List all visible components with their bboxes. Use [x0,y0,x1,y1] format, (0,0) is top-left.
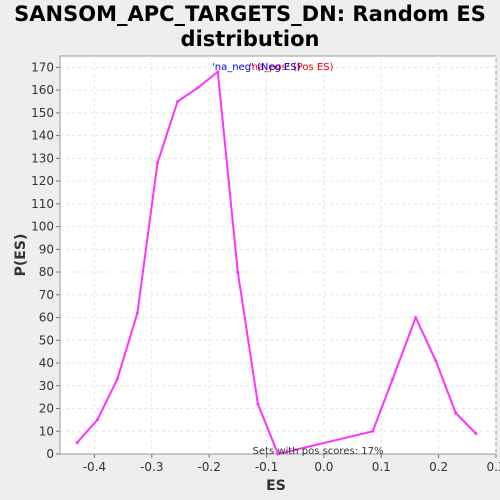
data-point [216,70,220,74]
y-tick-label: 90 [39,242,54,256]
data-point [414,316,418,319]
y-axis-ticks: 0 10 20 30 40 50 60 70 80 90 100 110 120 130 140 150 160… [31,60,60,461]
y-tick-label: 40 [39,356,54,370]
x-axis-label: ES [266,478,286,494]
data-point [95,418,99,422]
chart-title-line-1: SANSOM_APC_TARGETS_DN: Random ES [14,2,486,26]
y-tick-label: 50 [39,333,54,347]
x-tick-label: -0.3 [140,460,163,474]
y-tick-label: 170 [31,60,54,74]
data-point [156,161,159,165]
data-point [196,86,200,90]
legend: 'na_pos' (Pos ES)'na_neg' (Neg ES) [212,62,334,73]
x-tick-label: 0.3 [486,460,500,474]
y-tick-label: 130 [31,151,54,165]
data-point [391,377,395,381]
x-tick-label: 0.0 [314,460,333,474]
y-axis-label: P(ES) [13,234,29,277]
series-layer [75,70,478,456]
x-tick-label: 0.2 [429,460,448,474]
data-point [236,270,240,274]
y-tick-label: 30 [39,379,54,393]
y-tick-label: 70 [39,288,54,302]
plot-area [59,55,497,455]
y-tick-label: 20 [39,402,54,416]
annotation-pos-scores: Sets with pos scores: 17% [253,446,384,457]
data-point [454,411,458,415]
chart-title: SANSOM_APC_TARGETS_DN: Random ES distrib… [0,2,500,52]
y-tick-label: 80 [39,265,54,279]
x-tick-label: -0.4 [83,460,106,474]
grid [60,56,497,454]
data-point [371,429,375,433]
y-tick-label: 0 [46,447,54,461]
x-tick-label: 0.1 [372,460,391,474]
x-axis-ticks: -0.4 -0.3 -0.2 -0.1 0.0 0.1 0.2 0.3 [83,454,500,474]
data-point [75,441,79,445]
data-point [474,432,478,435]
y-tick-label: 10 [39,424,54,438]
y-tick-label: 140 [31,129,54,143]
x-tick-label: -0.1 [255,460,278,474]
data-point [434,359,438,363]
legend-entry-pos: 'na_pos' (Pos ES) [249,62,334,73]
x-tick-label: -0.2 [197,460,220,474]
data-point [176,100,180,103]
chart-title-line-2: distribution [180,27,320,51]
y-tick-label: 150 [31,106,54,120]
data-point [115,377,119,381]
y-tick-label: 160 [31,83,54,97]
y-tick-label: 120 [31,174,54,188]
data-point [256,402,260,406]
data-point [135,311,139,315]
y-tick-label: 100 [31,220,54,234]
y-tick-label: 60 [39,311,54,325]
data-point [276,452,280,456]
legend-entry-neg: 'na_neg' (Neg ES) [212,62,301,73]
y-tick-label: 110 [31,197,54,211]
